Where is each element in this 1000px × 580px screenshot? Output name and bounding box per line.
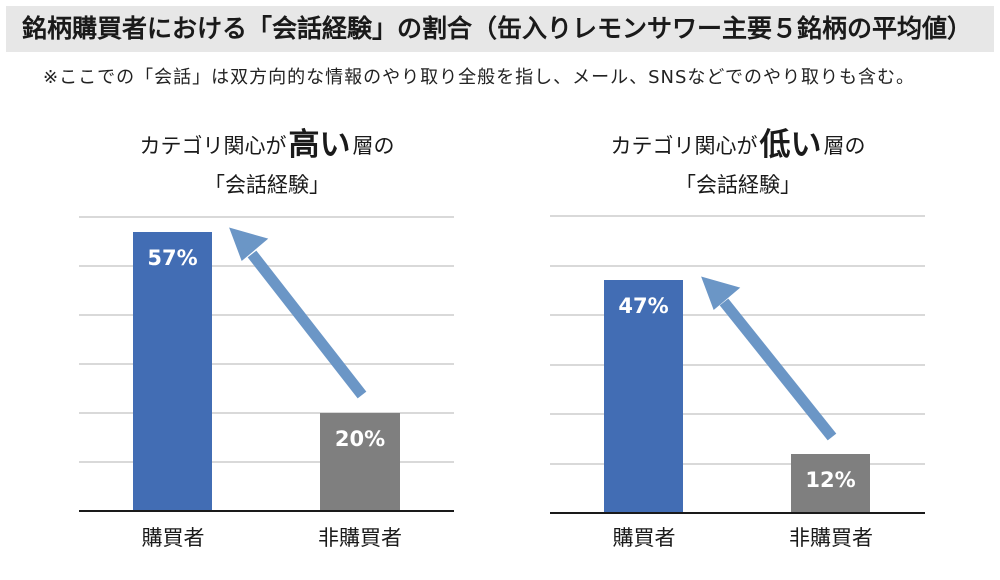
arrow-up-icon: [701, 276, 837, 441]
bar-value-label: 12%: [805, 468, 856, 492]
bar-purchaser: 57%: [133, 232, 212, 511]
chart-title-emphasis: 低い: [759, 127, 822, 163]
footnote: ※ここでの「会話」は双方向的な情報のやり取り全般を指し、メール、SNSなどでのや…: [43, 67, 916, 88]
category-label: 購買者: [141, 526, 205, 550]
chart-title-prefix: カテゴリ関心が: [610, 134, 758, 158]
page-title: 銘柄購買者における「会話経験」の割合（缶入りレモンサワー主要５銘柄の平均値）: [22, 14, 973, 43]
category-label: 非購買者: [789, 526, 873, 550]
gridline: [550, 463, 925, 465]
bar-purchaser: 47%: [604, 280, 683, 513]
gridline: [79, 363, 454, 365]
category-label: 購買者: [612, 526, 676, 550]
chart-title-line2: 「会話経験」: [675, 173, 801, 197]
bar-value-label: 47%: [618, 294, 669, 318]
gridline: [550, 215, 925, 217]
gridline: [550, 413, 925, 415]
bar-value-label: 57%: [147, 246, 198, 270]
title-bar: 銘柄購買者における「会話経験」の割合（缶入りレモンサワー主要５銘柄の平均値）: [6, 6, 994, 52]
chart-title-emphasis: 高い: [288, 127, 351, 163]
chart-title-prefix: カテゴリ関心が: [139, 134, 287, 158]
category-label: 非購買者: [318, 526, 402, 550]
chart-title-suffix: 層の: [823, 134, 866, 158]
chart-low-interest: カテゴリ関心が低い層の 「会話経験」 47% 12% 購買者 非購買者: [471, 0, 951, 580]
gridline: [79, 314, 454, 316]
gridline: [550, 265, 925, 267]
bar-non-purchaser: 12%: [791, 454, 870, 513]
x-axis-line: [550, 512, 925, 514]
bar-non-purchaser: 20%: [320, 413, 400, 511]
arrow-up-icon: [229, 227, 367, 399]
chart-title-line2: 「会話経験」: [204, 173, 330, 197]
gridline: [79, 216, 454, 218]
bar-value-label: 20%: [334, 427, 386, 451]
gridline: [79, 412, 454, 414]
gridline: [550, 364, 925, 366]
chart-high-interest: カテゴリ関心が高い層の 「会話経験」 57% 20% 購買者 非購買者: [0, 0, 480, 580]
x-axis-line: [79, 510, 454, 512]
gridline: [79, 461, 454, 463]
chart-title-suffix: 層の: [352, 134, 395, 158]
